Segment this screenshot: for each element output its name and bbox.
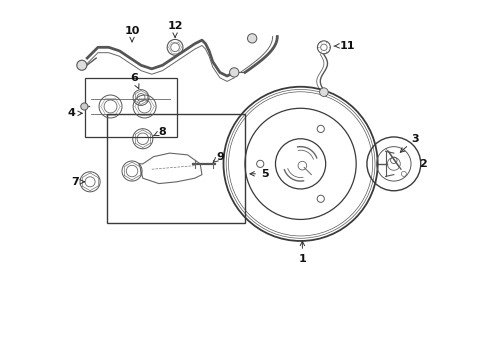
Text: 4: 4 <box>67 108 82 118</box>
Text: 10: 10 <box>124 26 140 42</box>
Circle shape <box>230 68 239 77</box>
Text: 6: 6 <box>130 73 139 89</box>
Circle shape <box>319 88 328 96</box>
Circle shape <box>77 60 87 70</box>
Text: 5: 5 <box>250 169 269 179</box>
Text: 8: 8 <box>153 127 167 136</box>
Circle shape <box>247 34 257 43</box>
Text: 2: 2 <box>418 159 426 169</box>
Text: 7: 7 <box>71 177 84 187</box>
Text: 9: 9 <box>213 152 224 162</box>
Text: 11: 11 <box>334 41 355 50</box>
Bar <box>85 78 177 137</box>
Text: 1: 1 <box>298 241 306 264</box>
Text: 3: 3 <box>400 134 419 152</box>
Circle shape <box>81 103 88 110</box>
Bar <box>107 114 245 223</box>
Text: 12: 12 <box>167 21 183 37</box>
